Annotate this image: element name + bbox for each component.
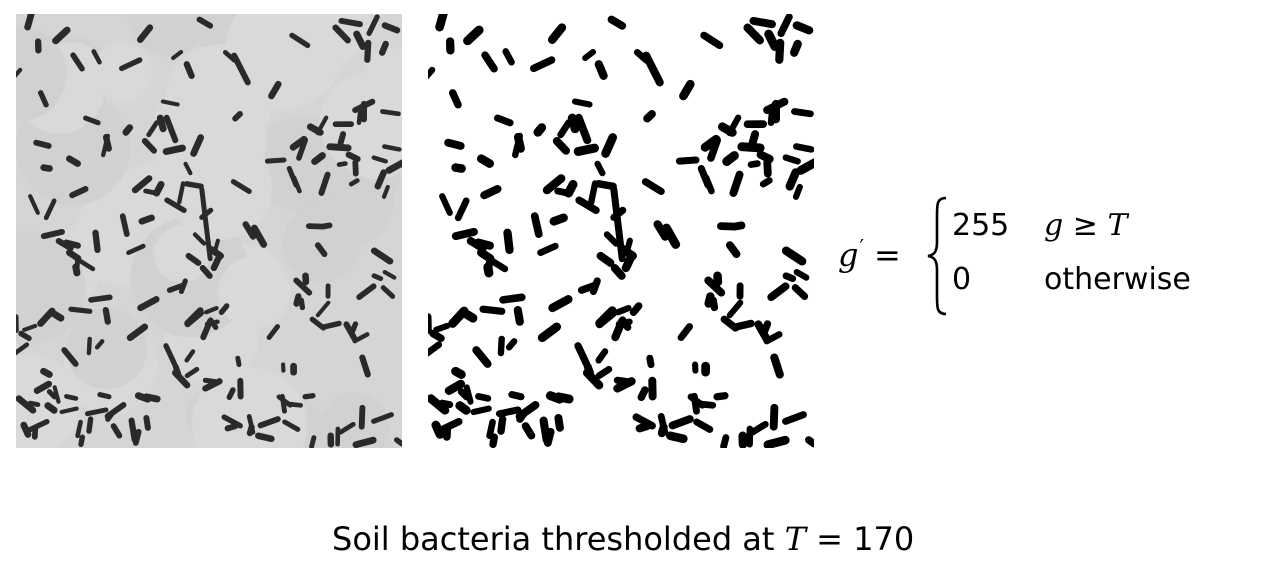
case-1-threshold-var: T (1107, 208, 1128, 243)
thresholded-micrograph (428, 14, 814, 448)
formula-equals: = (874, 236, 901, 274)
case-2-value: 0 (952, 262, 972, 297)
formula-case-2: 0 otherwise (952, 262, 1191, 297)
formula-lhs-var: g (838, 236, 859, 274)
original-micrograph (16, 14, 402, 448)
figure-caption: Soil bacteria thresholded at T = 170 (332, 520, 914, 558)
original-micrograph-image (16, 14, 402, 448)
thresholded-micrograph-image (428, 14, 814, 448)
caption-text: Soil bacteria thresholded at (332, 520, 775, 558)
caption-value: 170 (853, 520, 915, 558)
formula-lhs-prime: ′ (859, 235, 865, 259)
case-2-condition: otherwise (1044, 262, 1191, 297)
formula-case-1: 255 g ≥ T (952, 208, 1127, 243)
caption-equals: = (816, 520, 843, 558)
case-1-var: g (1044, 208, 1064, 243)
caption-var: T (784, 520, 806, 558)
case-1-operator: ≥ (1072, 208, 1098, 243)
formula-lhs: g′ = (838, 235, 901, 274)
cases-brace (927, 196, 947, 316)
case-1-value: 255 (952, 208, 1010, 243)
